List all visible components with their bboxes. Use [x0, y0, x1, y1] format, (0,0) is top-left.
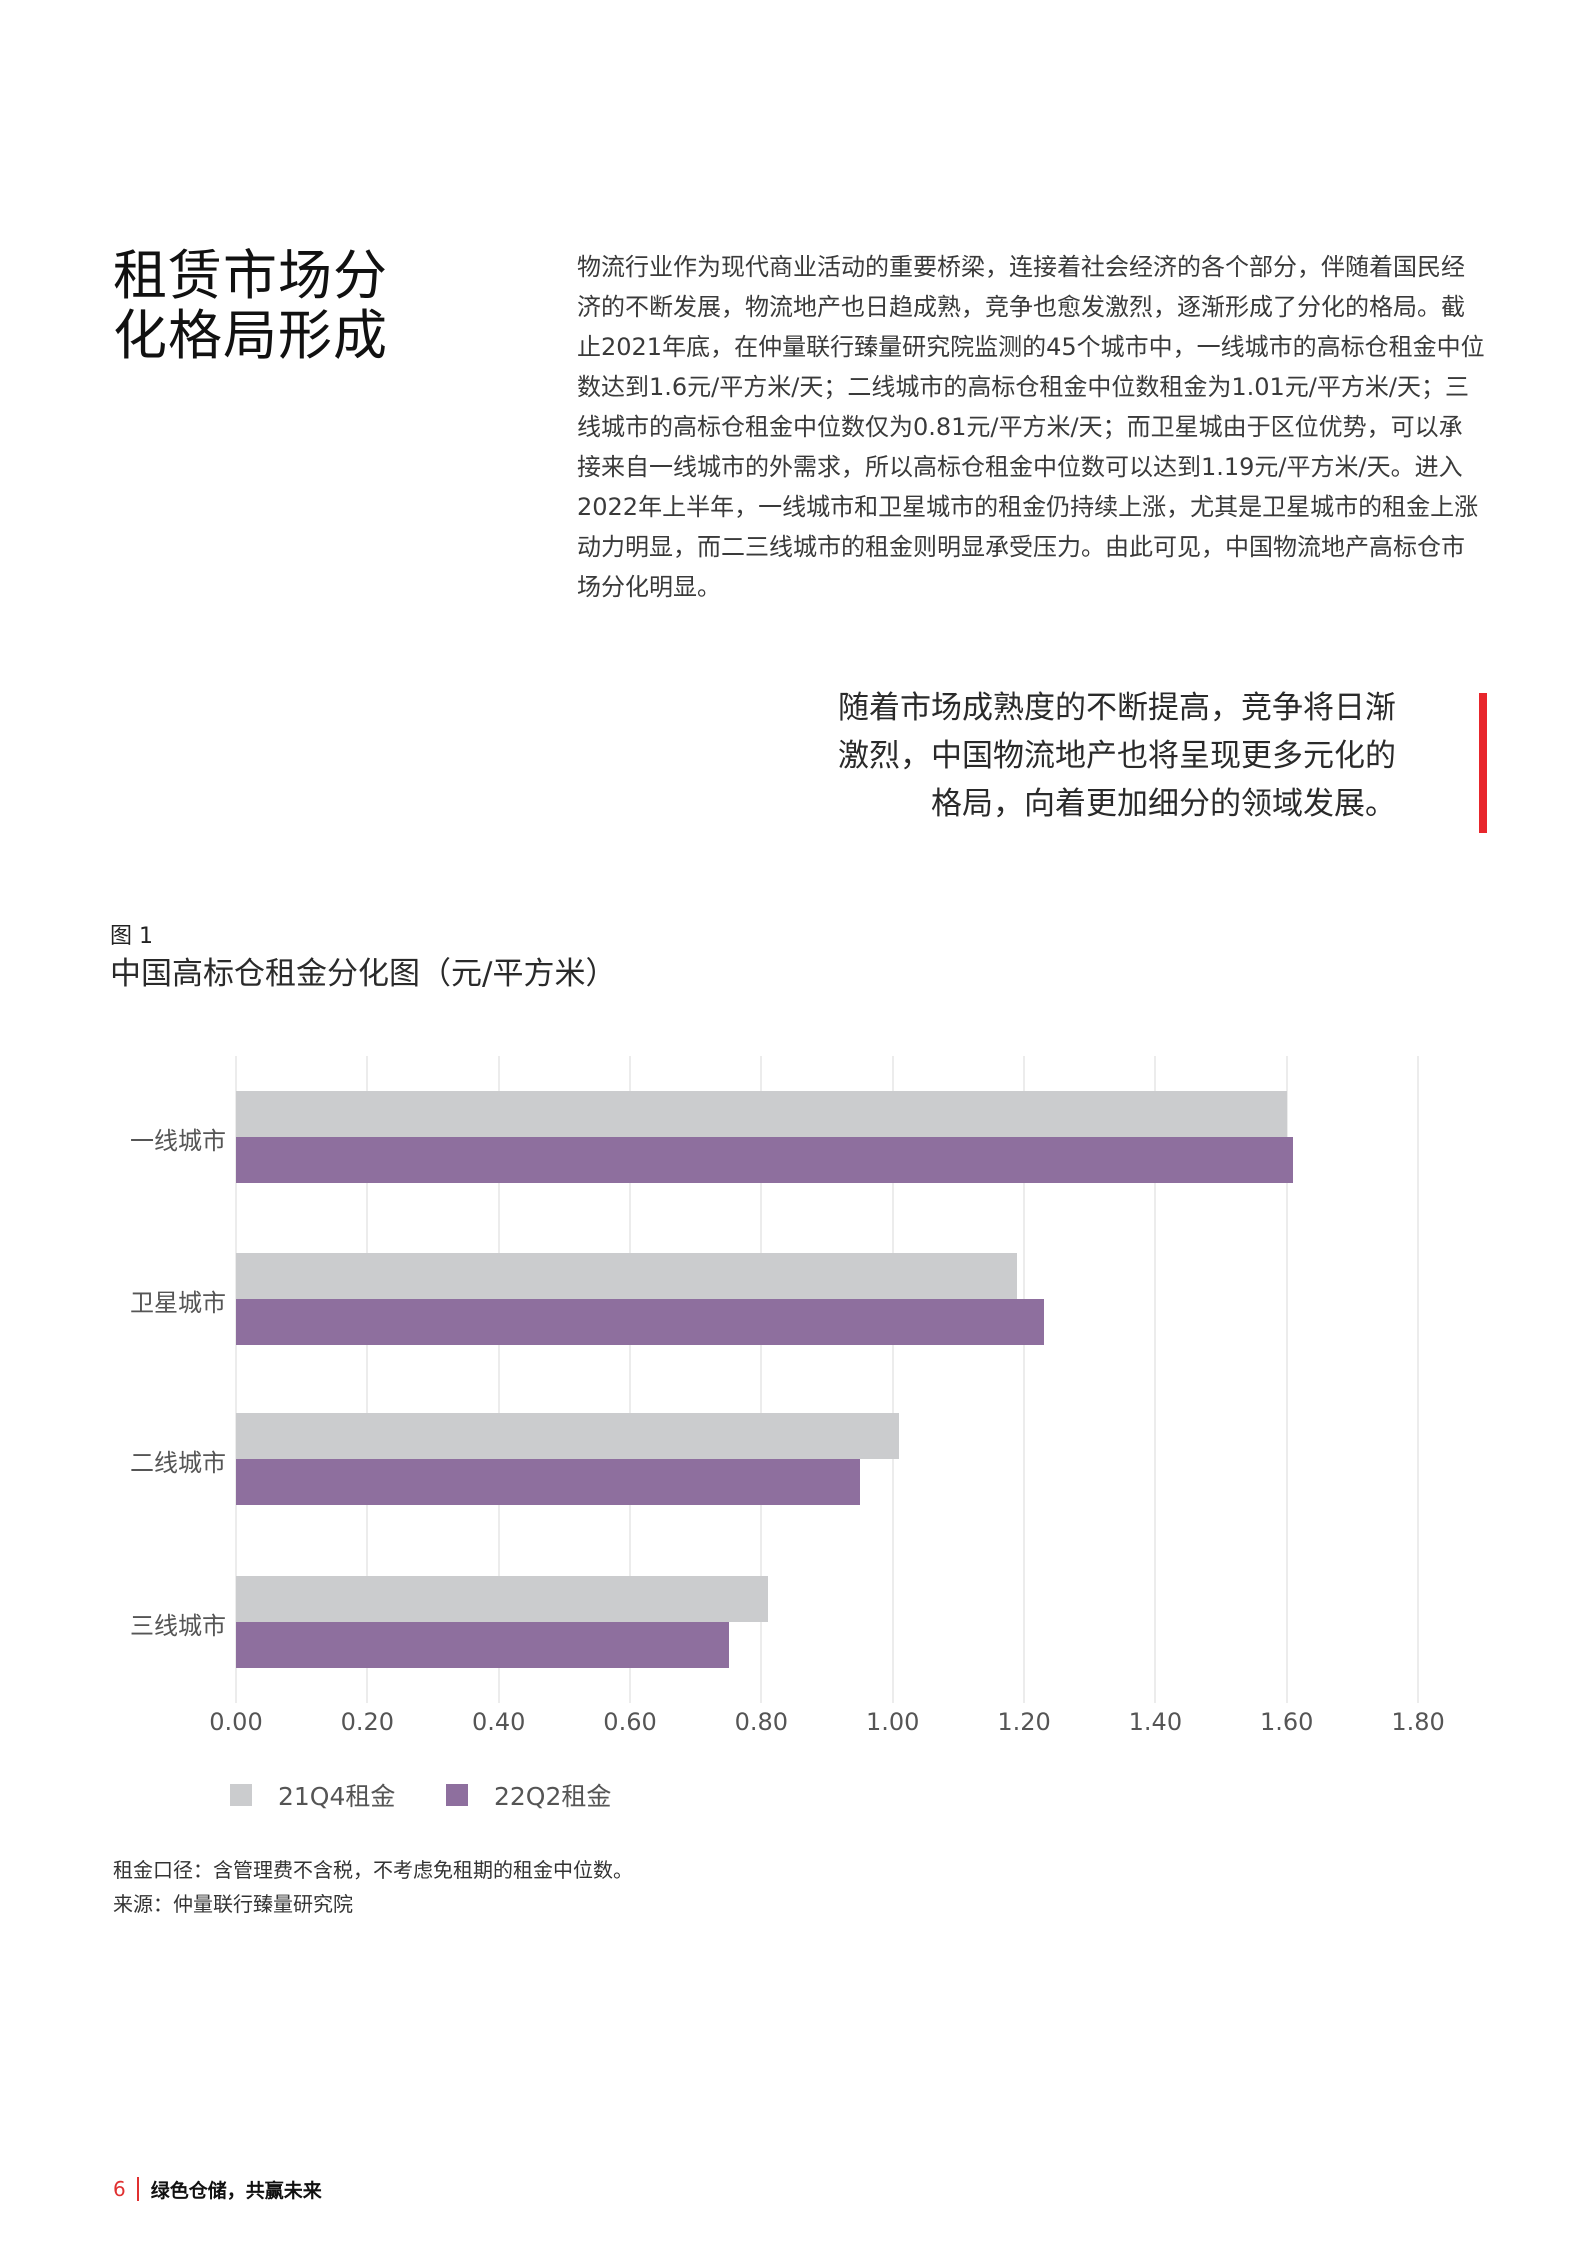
legend-label: 21Q4租金 — [278, 1782, 396, 1811]
section-title-line: 化格局形成 — [113, 304, 388, 367]
gridline — [1023, 1056, 1026, 1703]
pull-quote-accent-bar — [1479, 693, 1487, 833]
footer-divider — [136, 2177, 139, 2201]
page-footer: 6 绿色仓储，共赢未来 — [113, 2176, 322, 2202]
legend-item-22q2: 22Q2租金 — [446, 1780, 612, 1811]
body-paragraph: 物流行业作为现代商业活动的重要桥梁，连接着社会经济的各个部分，伴随着国民经 济的… — [577, 247, 1487, 607]
figure-title: 中国高标仓租金分化图（元/平方米） — [110, 956, 617, 992]
legend-label: 22Q2租金 — [494, 1782, 612, 1811]
pull-quote: 随着市场成熟度的不断提高，竞争将日渐 激烈，中国物流地产也将呈现更多元化的 格局… — [760, 684, 1396, 828]
x-tick-label: 0.60 — [603, 1708, 657, 1736]
legend-swatch-gray — [230, 1784, 252, 1806]
footer-slogan: 绿色仓储，共赢未来 — [150, 2179, 322, 2202]
x-tick-label: 1.80 — [1391, 1708, 1445, 1736]
pull-quote-line: 激烈，中国物流地产也将呈现更多元化的 — [838, 738, 1396, 774]
gridline — [497, 1056, 500, 1703]
x-tick-label: 0.80 — [734, 1708, 789, 1736]
page-number: 6 — [113, 2177, 126, 2201]
paragraph-line: 济的不断发展，物流地产也日趋成熟，竞争也愈发激烈，逐渐形成了分化的格局。截 — [577, 293, 1465, 321]
bar-21q4 — [236, 1576, 768, 1622]
gridline — [1154, 1056, 1157, 1703]
paragraph-line: 场分化明显。 — [577, 573, 721, 601]
x-tick-label: 1.20 — [997, 1708, 1051, 1736]
bar-22q2 — [236, 1622, 729, 1668]
gridline — [235, 1056, 237, 1703]
bar-chart: 一线城市卫星城市二线城市三线城市 0.00 0.20 0.40 0.60 0.80 1.0… — [130, 1056, 1445, 1811]
bar-21q4 — [236, 1253, 1018, 1299]
bar-21q4 — [236, 1091, 1287, 1137]
x-tick-label: 0.40 — [471, 1708, 526, 1736]
source-note: 来源：仲量联行臻量研究院 — [113, 1892, 353, 1916]
bar-22q2 — [236, 1299, 1044, 1345]
gridline — [1285, 1056, 1288, 1703]
gridline — [1417, 1056, 1420, 1703]
paragraph-line: 数达到1.6元/平方米/天；二线城市的高标仓租金中位数租金为1.01元/平方米/… — [577, 373, 1469, 401]
gridline — [760, 1056, 763, 1703]
category-label: 卫星城市 — [130, 1289, 226, 1317]
bar-22q2 — [236, 1459, 860, 1505]
x-tick-label: 1.00 — [865, 1708, 920, 1736]
x-tick-label: 0.00 — [209, 1708, 263, 1736]
section-title: 租赁市场分 化格局形成 — [113, 246, 388, 366]
x-tick-label: 0.20 — [340, 1708, 395, 1736]
x-tick-label: 1.40 — [1128, 1708, 1183, 1736]
paragraph-line: 线城市的高标仓租金中位数仅为0.81元/平方米/天；而卫星城由于区位优势，可以承 — [577, 413, 1463, 441]
legend-item-21q4: 21Q4租金 — [230, 1780, 396, 1811]
paragraph-line: 接来自一线城市的外需求，所以高标仓租金中位数可以达到1.19元/平方米/天。进入 — [577, 453, 1463, 481]
paragraph-line: 物流行业作为现代商业活动的重要桥梁，连接着社会经济的各个部分，伴随着国民经 — [577, 253, 1465, 281]
gridline — [891, 1056, 894, 1703]
rent-caliber-note: 租金口径：含管理费不含税，不考虑免租期的租金中位数。 — [113, 1858, 633, 1882]
paragraph-line: 动力明显，而二三线城市的租金则明显承受压力。由此可见，中国物流地产高标仓市 — [577, 533, 1465, 561]
pull-quote-line: 随着市场成熟度的不断提高，竞争将日渐 — [838, 690, 1396, 726]
category-label: 三线城市 — [130, 1612, 226, 1640]
gridline — [366, 1056, 369, 1703]
pull-quote-line: 格局，向着更加细分的领域发展。 — [931, 786, 1396, 822]
bar-21q4 — [236, 1413, 900, 1459]
gridline — [629, 1056, 632, 1703]
section-title-line: 租赁市场分 — [113, 244, 388, 307]
paragraph-line: 止2021年底，在仲量联行臻量研究院监测的45个城市中，一线城市的高标仓租金中位 — [577, 333, 1485, 361]
legend-swatch-purple — [446, 1784, 468, 1806]
category-label: 一线城市 — [130, 1127, 226, 1155]
figure-label: 图 1 — [110, 924, 153, 949]
category-label: 二线城市 — [130, 1449, 226, 1477]
x-tick-label: 1.60 — [1260, 1708, 1314, 1736]
bar-22q2 — [236, 1137, 1294, 1183]
paragraph-line: 2022年上半年，一线城市和卫星城市的租金仍持续上涨，尤其是卫星城市的租金上涨 — [577, 493, 1479, 521]
